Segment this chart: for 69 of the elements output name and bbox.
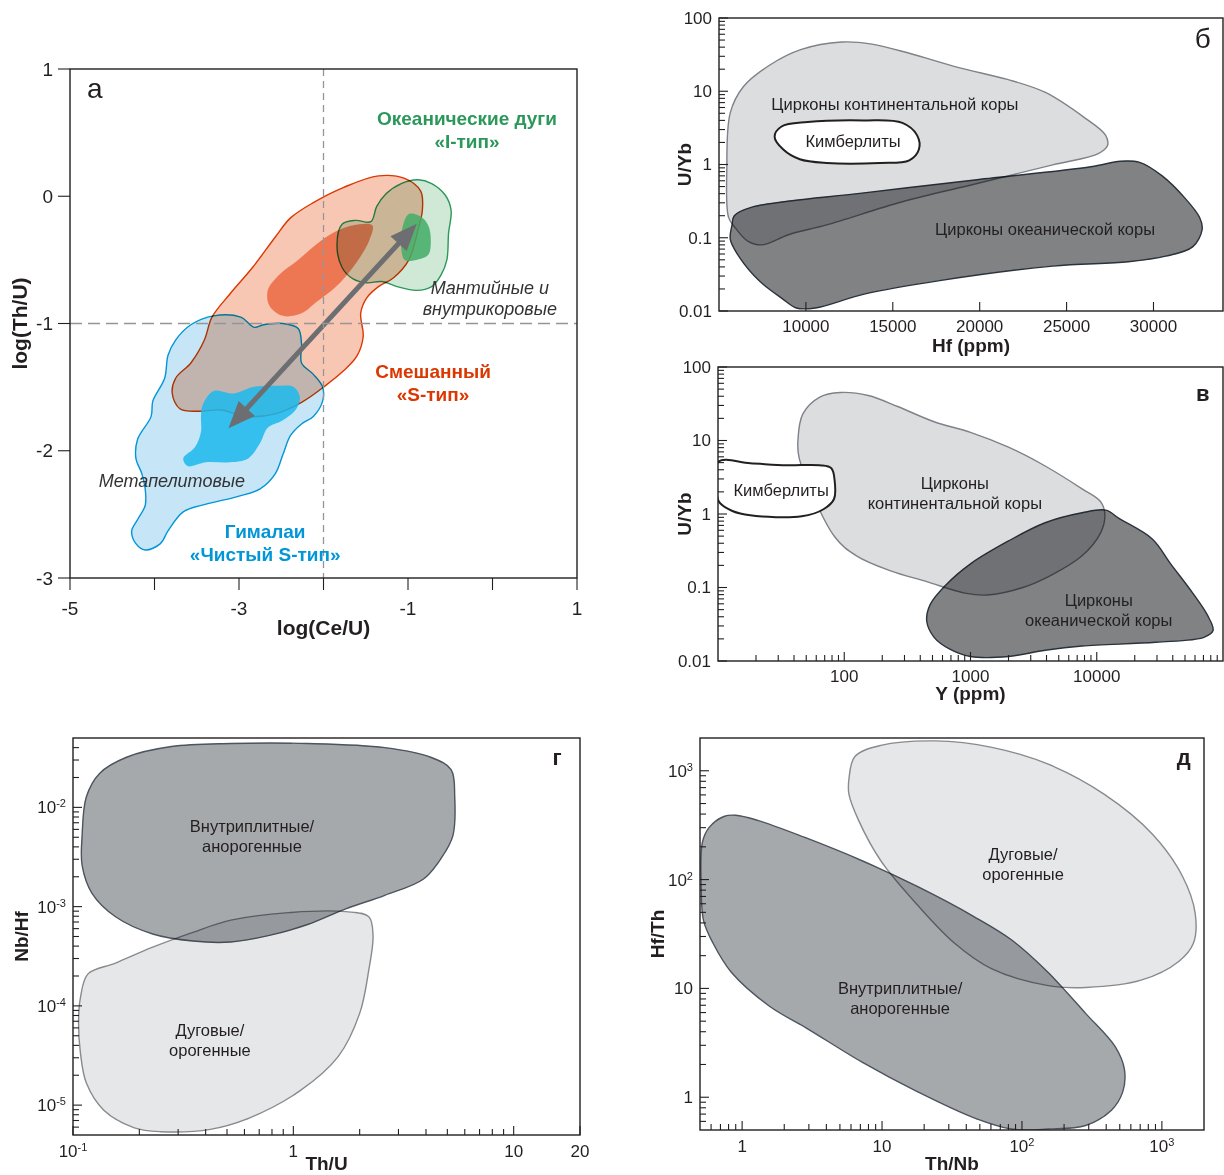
x-tick-label: 100	[830, 666, 859, 686]
series-label: Цирконы океанической коры	[1025, 591, 1173, 629]
x-tick-label: 1	[571, 597, 583, 619]
x-axis-title: Th/Nb	[925, 1152, 979, 1174]
series-label: Смешанный «S-тип»	[375, 361, 491, 406]
y-tick-label: 0.01	[677, 651, 711, 671]
x-tick-label: 20	[570, 1141, 590, 1161]
x-axis-title: Hf (ppm)	[931, 334, 1011, 356]
x-tick-label: 10000	[1073, 666, 1121, 686]
series-label: Внутриплитные/ анорогенные	[837, 978, 963, 1017]
x-tick-label: 1	[737, 1136, 747, 1156]
x-tick-label: 10	[872, 1136, 892, 1156]
y-tick-label: 1	[42, 58, 53, 80]
y-tick-label: 0.1	[687, 578, 711, 598]
y-axis-title: U/Yb	[673, 142, 695, 187]
series-label: Внутриплитные/ анорогенные	[189, 816, 315, 855]
y-axis-title: Hf/Th	[646, 909, 668, 959]
x-axis-title: Th/U	[305, 1152, 348, 1174]
y-tick-label: 10$^{-2}$	[37, 797, 66, 818]
chart-title: г	[552, 744, 562, 770]
x-tick-label: 10	[504, 1141, 524, 1161]
series-label: Гималаи «Чистый S-тип»	[189, 521, 341, 565]
x-tick-label: 15000	[869, 316, 917, 336]
y-tick-label: 10$^{3}$	[667, 760, 693, 781]
x-tick-label: 10$^{-1}$	[58, 1140, 88, 1161]
series-label: Дуговые/ орогенные	[982, 844, 1064, 883]
y-tick-label: 0.01	[678, 301, 712, 321]
y-tick-label: 0	[42, 185, 53, 207]
text: в	[1196, 380, 1210, 406]
x-tick-label: 20000	[956, 316, 1004, 336]
y-tick-label: 1	[683, 1088, 693, 1108]
series-label: Кимберлиты	[805, 131, 901, 150]
y-tick-label: 100	[682, 357, 711, 377]
y-tick-label: 10	[674, 979, 693, 999]
y-tick-label: 100	[683, 8, 712, 28]
chart-title: а	[87, 72, 104, 104]
x-tick-label: 25000	[1042, 316, 1091, 336]
series-label: Дуговые/ орогенные	[169, 1020, 251, 1059]
x-axis-title: log(Ce/U)	[276, 616, 371, 640]
y-tick-label: 10$^{-3}$	[37, 896, 66, 917]
x-tick-label: -1	[399, 597, 417, 619]
y-tick-label: -3	[36, 567, 53, 589]
series-label: Цирконы континентальной коры	[867, 474, 1043, 512]
x-tick-label: -5	[61, 597, 79, 619]
chart-title: д	[1176, 744, 1191, 770]
y-axis-title: U/Yb	[673, 492, 695, 536]
series-label: Цирконы континентальной коры	[771, 94, 1019, 113]
annotation: Мантийные и внутрикоровые	[422, 277, 557, 320]
series-label: Цирконы океанической коры	[935, 219, 1156, 238]
y-tick-label: 10$^{-5}$	[37, 1095, 66, 1116]
y-tick-label: 0.1	[688, 228, 712, 248]
x-tick-label: -3	[230, 597, 248, 619]
y-tick-label: 10	[692, 431, 711, 451]
y-tick-label: 10$^{2}$	[667, 869, 693, 890]
y-tick-label: 1	[702, 155, 712, 175]
x-tick-label: 10$^{2}$	[1009, 1135, 1035, 1156]
y-tick-label: 1	[701, 504, 711, 524]
y-tick-label: -2	[36, 440, 53, 462]
y-axis-title: log(Th/U)	[8, 277, 32, 370]
x-tick-label: 10000	[782, 316, 830, 336]
x-tick-label: 1	[288, 1141, 299, 1161]
y-tick-label: 10	[693, 82, 712, 102]
chart-title: б	[1194, 22, 1211, 54]
y-axis-title: Nb/Hf	[10, 910, 32, 962]
y-tick-label: 10$^{-4}$	[37, 995, 66, 1016]
series-label: Кимберлиты	[733, 480, 829, 499]
text: Океанические дуги «I-тип»	[376, 108, 557, 153]
x-tick-label: 30000	[1129, 316, 1178, 336]
x-tick-label: 10$^{3}$	[1149, 1135, 1175, 1156]
